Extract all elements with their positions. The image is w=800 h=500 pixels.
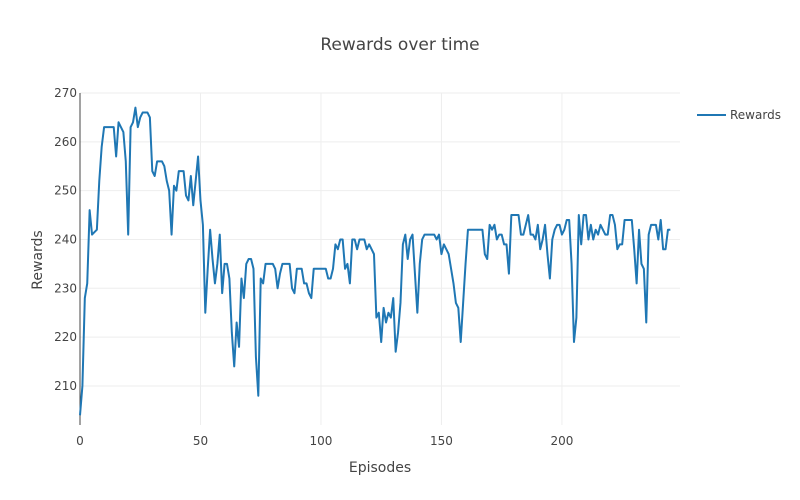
series-layer [79, 106, 671, 416]
x-axis-title: Episodes [349, 460, 411, 476]
y-axis-title: Rewards [30, 230, 46, 289]
y-tick-label: 270 [54, 86, 77, 100]
series-line-rewards [79, 106, 671, 416]
legend-label-rewards: Rewards [730, 108, 781, 122]
y-tick-label: 250 [54, 184, 77, 198]
y-tick-label: 220 [54, 330, 77, 344]
x-tick-label: 100 [310, 434, 333, 448]
y-tick-label: 240 [54, 232, 77, 246]
y-tick-label: 260 [54, 135, 77, 149]
axes: 0 50 100 150 200 210 220 230 240 250 260 270 [54, 86, 573, 448]
x-tick-label: 200 [550, 434, 573, 448]
x-tick-label: 0 [76, 434, 84, 448]
chart-title: Rewards over time [320, 35, 479, 55]
legend[interactable]: Rewards [697, 108, 781, 122]
y-tick-label: 230 [54, 281, 77, 295]
x-tick-label: 50 [193, 434, 208, 448]
y-tick-label: 210 [54, 379, 77, 393]
x-tick-label: 150 [430, 434, 453, 448]
